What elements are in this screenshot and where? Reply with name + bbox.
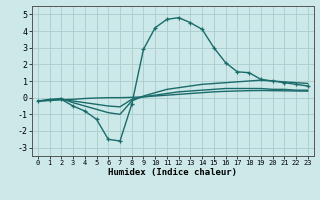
X-axis label: Humidex (Indice chaleur): Humidex (Indice chaleur) [108, 168, 237, 177]
